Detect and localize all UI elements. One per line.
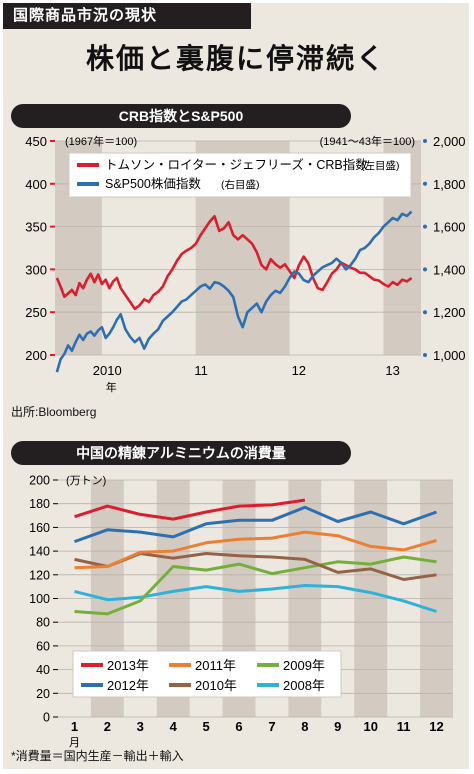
x-label-suffix: 年	[106, 380, 117, 394]
footnote: *消費量＝国内生産－輸出＋輸入	[11, 749, 184, 763]
right-tick-mark	[423, 310, 427, 315]
legend-label: 2013年	[107, 658, 149, 673]
right-tick-mark	[423, 139, 427, 143]
x-tick-label: 13	[385, 363, 399, 378]
legend-note: (右目盛)	[221, 178, 260, 191]
y-tick-label: 60	[36, 639, 50, 653]
right-tick-label: 1,400	[433, 262, 466, 277]
unit-label: (万トン)	[66, 475, 106, 487]
y-tick-label: 160	[29, 521, 50, 535]
y-tick-label: 140	[29, 545, 50, 559]
x-tick-label: 7	[268, 719, 275, 734]
legend-label: 2009年	[283, 658, 325, 673]
y-tick-label: 100	[29, 592, 50, 606]
series-line-2013年	[74, 498, 306, 521]
series-line-2009年	[74, 555, 437, 616]
x-tick-label: 5	[203, 719, 210, 734]
left-tick-label: 300	[25, 262, 47, 277]
series-line-sp500	[55, 210, 413, 373]
chart1-legend: トムソン・ロイター・ジェフリーズ・CRB指数(左目盛) S&P500株価指数 (右目…	[68, 152, 412, 198]
right-tick-label: 1,600	[433, 220, 466, 235]
y-tick-label: 0	[43, 711, 50, 725]
right-tick-label: 1,800	[433, 177, 466, 192]
right-tick-label: 1,000	[433, 348, 466, 363]
left-tick-label: 450	[25, 134, 47, 149]
series-line-2012年	[73, 505, 438, 544]
left-axis-note: (1967年＝100)	[65, 134, 137, 148]
right-tick-label: 1,200	[433, 305, 466, 320]
source-note: 出所:Bloomberg	[11, 405, 97, 419]
x-tick-label: 11	[397, 719, 411, 734]
legend-label: 2010年	[195, 678, 237, 693]
x-tick-label: 12	[429, 719, 443, 734]
chart2-legend: 2013年 2011年 2009年 2012年 2010年 2008年	[72, 650, 342, 698]
x-tick-label: 8	[301, 719, 308, 734]
x-tick-label: 12	[292, 363, 306, 378]
x-tick-label: 10	[363, 719, 377, 734]
y-tick-label: 20	[36, 687, 50, 701]
crb-sp500-chart: 450 400 350 300 250 200 2,000 1,800 1,600 1,400 1,…	[25, 134, 466, 394]
y-tick-label: 40	[36, 663, 50, 677]
right-tick-label: 2,000	[433, 134, 466, 149]
legend-box	[72, 650, 342, 698]
right-tick-mark	[423, 267, 427, 272]
left-tick-label: 350	[25, 220, 47, 235]
series-line-2011年	[74, 530, 437, 570]
legend-box	[68, 152, 412, 198]
right-tick-mark	[423, 353, 427, 357]
legend-label: 2012年	[107, 678, 149, 693]
right-tick-mark	[423, 181, 427, 186]
legend-label: 2008年	[283, 678, 325, 693]
series-line-2008年	[74, 584, 437, 613]
left-tick-label: 200	[25, 348, 47, 363]
legend-label: 2011年	[195, 658, 236, 673]
left-tick-label: 250	[25, 305, 47, 320]
chart1-title: CRB指数とS&P500	[11, 104, 351, 128]
y-tick-label: 80	[36, 616, 50, 630]
legend-label: S&P500株価指数	[105, 176, 201, 191]
y-tick-label: 120	[29, 568, 50, 582]
legend-note: (左目盛)	[361, 159, 400, 172]
x-tick-label: 2010	[93, 363, 122, 378]
chart2-title: 中国の精錬アルミニウムの消費量	[11, 441, 351, 465]
x-tick-label: 6	[235, 719, 242, 734]
y-tick-label: 180	[29, 497, 50, 511]
page-title: 株価と裏腹に停滞続く	[85, 42, 386, 75]
y-tick-label: 200	[29, 474, 50, 488]
page: 国際商品市況の現状 株価と裏腹に停滞続く CRB指数とS&P500 出所:Blo…	[3, 3, 469, 769]
legend-label: トムソン・ロイター・ジェフリーズ・CRB指数	[105, 157, 368, 172]
x-label-suffix: 月	[69, 737, 80, 749]
left-tick-label: 400	[25, 177, 47, 192]
x-tick-label: 2	[104, 719, 111, 734]
x-tick-label: 4	[170, 719, 178, 734]
x-tick-label: 11	[194, 363, 208, 378]
right-axis-note: (1941～43年＝100)	[320, 134, 415, 148]
x-tick-label: 3	[137, 719, 144, 734]
right-tick-mark	[423, 224, 427, 229]
x-tick-label: 9	[334, 719, 341, 734]
section-label: 国際商品市況の現状	[3, 3, 251, 29]
x-tick-label: 1	[71, 719, 78, 734]
